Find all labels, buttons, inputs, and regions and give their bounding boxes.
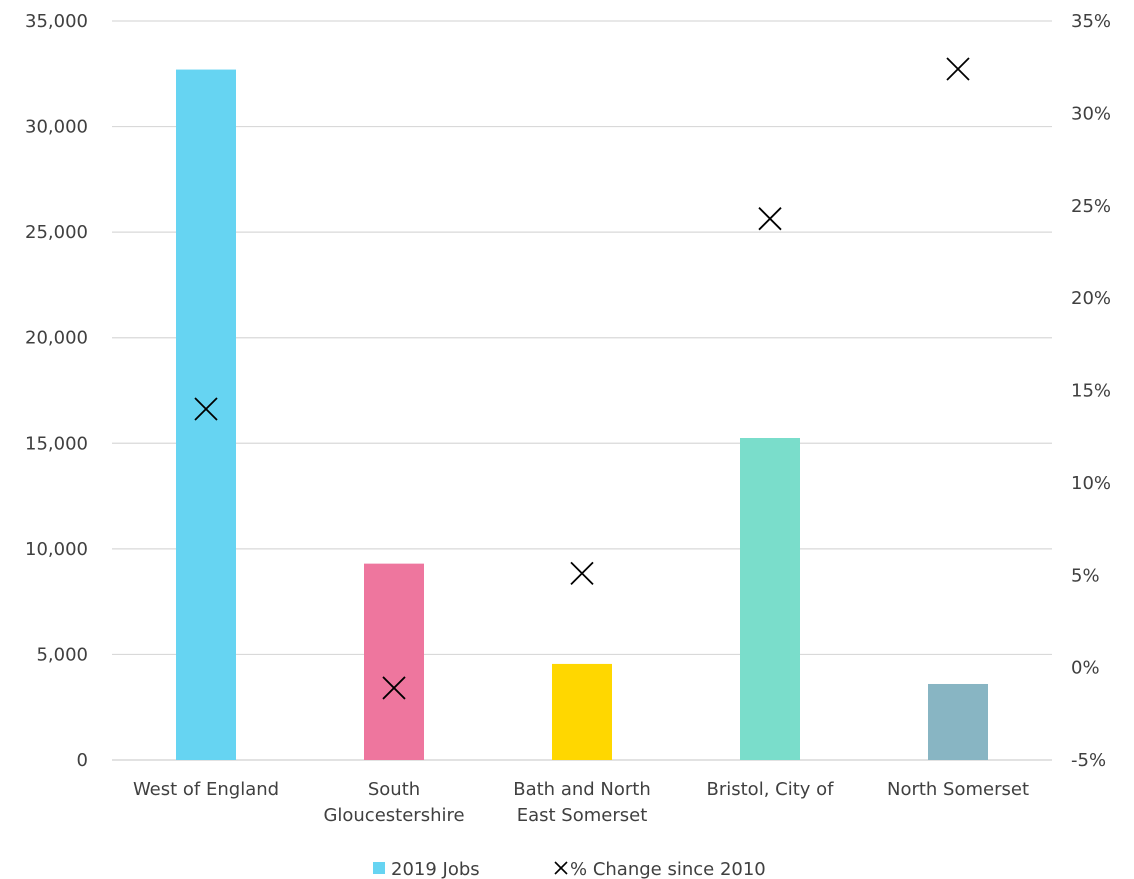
category-label: South xyxy=(368,779,420,800)
change-marker xyxy=(194,397,218,421)
bar xyxy=(176,69,236,760)
change-marker xyxy=(382,676,406,700)
right-tick-label: -5% xyxy=(1071,750,1106,771)
left-axis-ticks: 0 5,000 10,000 15,000 20,000 25,000 30,000 35,0… xyxy=(25,11,88,771)
category-label: North Somerset xyxy=(887,779,1029,800)
change-marker xyxy=(946,57,970,81)
right-tick-label: 20% xyxy=(1071,288,1111,309)
right-tick-label: 15% xyxy=(1071,381,1111,402)
right-axis-ticks: -5% 0% 5% 10% 15% 20% 25% 30% 35% xyxy=(1071,11,1111,771)
left-tick-label: 15,000 xyxy=(25,433,88,454)
left-tick-label: 35,000 xyxy=(25,11,88,32)
left-tick-label: 20,000 xyxy=(25,328,88,349)
category-label: West of England xyxy=(133,779,279,800)
right-tick-label: 30% xyxy=(1071,103,1111,124)
left-tick-label: 30,000 xyxy=(25,117,88,138)
legend-marker-x-icon xyxy=(554,861,568,875)
category-label: Gloucestershire xyxy=(323,805,464,826)
bar-series xyxy=(176,69,988,760)
legend: 2019 Jobs % Change since 2010 xyxy=(373,859,766,879)
category-label: East Somerset xyxy=(517,805,648,826)
category-labels: West of England South Gloucestershire Bath … xyxy=(133,779,1029,826)
right-tick-label: 5% xyxy=(1071,565,1100,586)
legend-label-jobs: 2019 Jobs xyxy=(391,859,480,879)
right-tick-label: 35% xyxy=(1071,11,1111,32)
right-tick-label: 10% xyxy=(1071,473,1111,494)
left-tick-label: 10,000 xyxy=(25,539,88,560)
bar xyxy=(928,683,988,760)
legend-label-change: % Change since 2010 xyxy=(570,859,766,879)
change-marker xyxy=(758,207,782,231)
right-tick-label: 25% xyxy=(1071,196,1111,217)
marker-series xyxy=(194,57,970,700)
left-tick-label: 25,000 xyxy=(25,222,88,243)
gridlines xyxy=(112,20,1052,656)
legend-swatch-jobs xyxy=(373,862,385,874)
category-label: Bath and North xyxy=(513,779,651,800)
left-tick-label: 5,000 xyxy=(36,644,88,665)
right-tick-label: 0% xyxy=(1071,658,1100,679)
bar xyxy=(740,438,800,760)
change-marker xyxy=(570,561,594,586)
left-tick-label: 0 xyxy=(77,750,88,771)
bar xyxy=(552,663,612,760)
category-label: Bristol, City of xyxy=(707,779,835,800)
bar xyxy=(364,563,424,760)
